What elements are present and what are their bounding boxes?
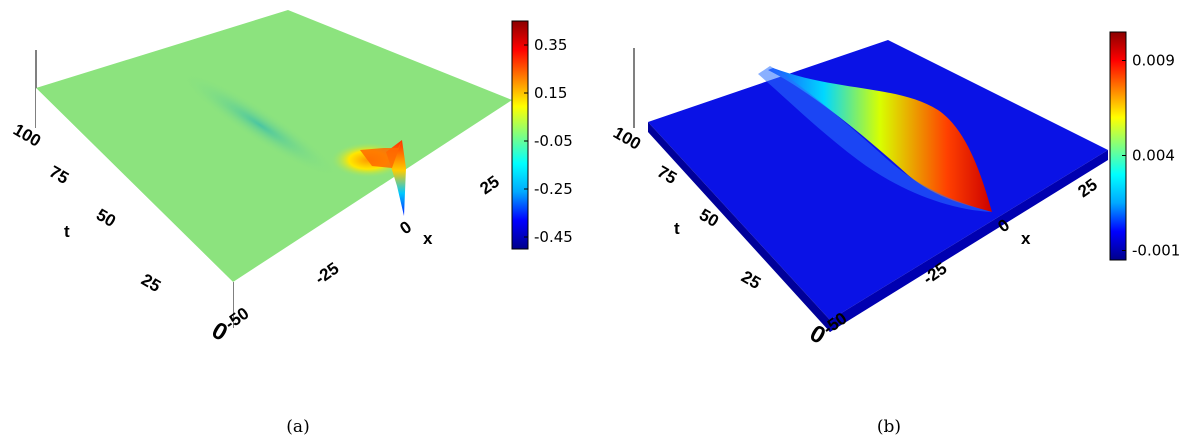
surface-front-right xyxy=(830,150,1108,332)
t-tick-label: 75 xyxy=(654,162,680,188)
surface-plane xyxy=(648,40,1108,320)
surface-ridge-shade xyxy=(758,66,992,212)
colorbar-tick-label: -0.05 xyxy=(534,132,573,150)
colorbar-b: 0.009 0.004 -0.001 xyxy=(1109,31,1180,261)
t-tick-label: 75 xyxy=(46,162,72,188)
colorbar-tick-label: 0.15 xyxy=(534,84,567,102)
colorbar-tick-label: 0.004 xyxy=(1132,147,1175,165)
t-tick-label: 0 xyxy=(207,317,232,347)
x-tick-label: 0 xyxy=(396,217,415,238)
x-axis-label: x xyxy=(1021,229,1031,248)
caption-b: (b) xyxy=(876,417,902,437)
surface-trail xyxy=(179,71,341,179)
colorbar-a: 0.35 0.15 -0.05 -0.25 -0.45 xyxy=(511,20,573,250)
t-tick-label: 100 xyxy=(610,123,644,154)
colorbar-gradient xyxy=(1109,31,1127,261)
surface-ridge xyxy=(768,68,992,212)
t-tick-label: 25 xyxy=(738,267,764,293)
colorbar-tick-label: -0.001 xyxy=(1132,242,1180,260)
x-tick-label: 25 xyxy=(476,172,502,198)
caption-a: (a) xyxy=(286,417,310,437)
x-tick-label: 25 xyxy=(1074,175,1100,201)
surface-spike-cap xyxy=(360,140,402,168)
colorbar-tick-label: 0.009 xyxy=(1132,52,1175,70)
x-axis-label: x xyxy=(423,229,433,248)
colorbar-gradient xyxy=(511,20,529,250)
colorbar-tick-label: -0.25 xyxy=(534,180,573,198)
t-axis-label: t xyxy=(674,219,680,238)
colorbar-tick-label: 0.35 xyxy=(534,36,567,54)
t-axis-label: t xyxy=(64,222,70,241)
panel-a: -50 -25 0 25 0 25 50 75 100 x t 0.35 0.15 -0.05 -0… xyxy=(10,10,573,437)
surface-front-left xyxy=(648,122,830,332)
colorbar-tick-label: -0.45 xyxy=(534,228,573,246)
panel-b: -50 -25 0 25 0 25 50 75 100 x t 0.009 0.004 -0.00… xyxy=(598,0,1196,443)
t-tick-label: 0 xyxy=(805,320,830,350)
x-tick-label: -25 xyxy=(311,259,342,289)
surface-front-left xyxy=(36,88,233,330)
t-tick-label: 25 xyxy=(138,270,164,296)
